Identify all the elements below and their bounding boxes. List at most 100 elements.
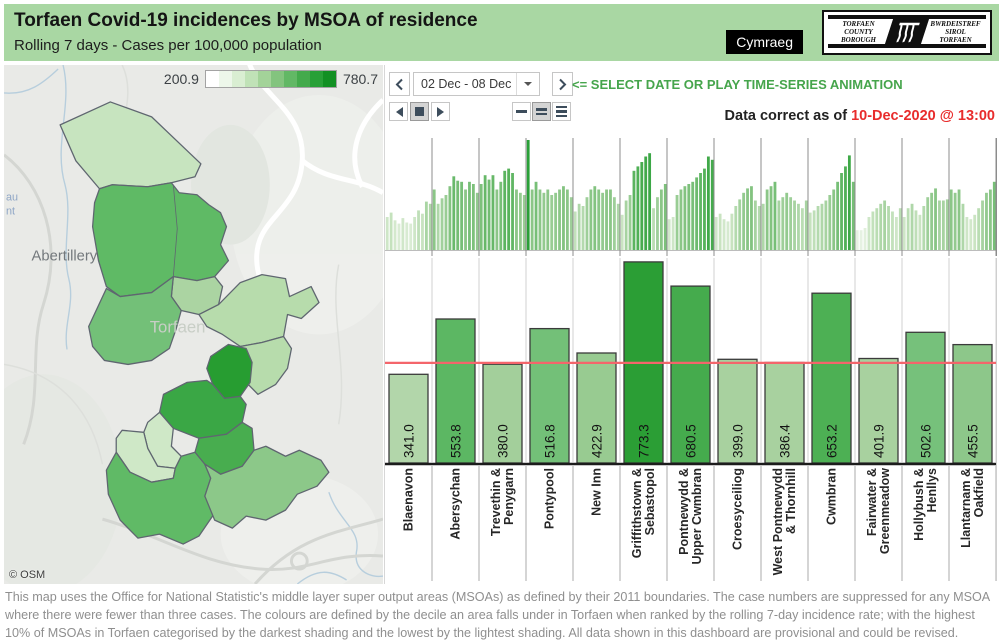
spark-bar [452,176,456,250]
spark-bar [797,203,800,250]
spark-bar [659,189,663,250]
spark-bar [468,181,471,250]
date-range-select[interactable]: 02 Dec - 08 Dec [413,72,540,96]
spark-bar [734,206,738,250]
map-region-pontypool[interactable] [88,275,182,366]
spark-bar [518,192,522,250]
legend-ramp-cell [205,71,219,87]
incidence-bar[interactable] [670,285,711,464]
legend-min-label: 200.9 [163,71,199,87]
category-label: Upper Cwmbran [690,468,704,565]
category-label: Sebastopol [643,468,657,535]
sparkline-panel[interactable] [855,200,902,251]
sparkline-panel[interactable] [761,181,808,250]
map-region-llantarnam-oakfield[interactable] [204,445,330,529]
legend-ramp-cell [309,71,323,87]
spark-bar [894,217,898,250]
sparkline-panel[interactable] [526,140,573,250]
basemap-terrain [4,94,383,584]
logo-text-welsh: BWRDEISTREF SIROL TORFAEN [930,20,981,44]
incidence-bar[interactable] [576,352,617,464]
sparkline-panel[interactable] [714,186,761,250]
incidence-bar[interactable] [482,363,523,464]
category-label: Pontnewydd & [677,468,691,555]
sparkline-panel[interactable] [667,156,714,251]
sparkline-panel[interactable] [808,155,855,250]
spark-bar [985,192,988,250]
speed-medium-button[interactable] [532,102,551,121]
spark-bar [953,192,957,250]
spark-bar [475,192,479,250]
incidence-bar[interactable] [529,327,570,464]
spark-bar [891,211,894,250]
step-backward-button[interactable] [389,102,408,121]
spark-bar [640,162,644,250]
spark-bar [487,179,491,250]
spark-bar [800,208,804,250]
legend-ramp-cell [231,71,245,87]
spark-bar [436,203,440,250]
spark-bar [699,173,702,250]
color-legend: 200.9 780.7 [164,70,378,88]
incidence-bar[interactable] [905,331,946,464]
stop-button[interactable] [410,102,429,121]
incidence-bar[interactable] [858,357,899,464]
incidence-bar[interactable] [435,318,476,464]
spark-bar [464,189,467,250]
speed-slow-button[interactable] [512,102,531,121]
spark-bar [565,189,569,250]
spark-bar [824,200,828,250]
spark-bar [753,200,757,250]
spark-bar [632,170,636,250]
speed-fast-button[interactable] [552,102,571,121]
spark-bar [934,188,937,250]
legend-max-label: 780.7 [342,71,378,87]
spark-bar [914,210,918,250]
map-region-croesyceiliog[interactable] [239,335,293,396]
map-edge-label-bottom: nt [6,206,15,218]
next-date-button[interactable] [552,72,573,96]
step-forward-button[interactable] [431,102,450,121]
basemap-rivers [4,65,383,584]
category-label: West Pontnewydd [771,468,785,575]
spark-bar [820,203,824,250]
data-correct-date: 10-Dec-2020 @ 13:00 [851,108,995,124]
spark-bar [765,189,769,250]
sparkline-panel[interactable] [949,181,996,250]
spark-bar [941,200,945,250]
spark-bar [503,170,507,250]
bar-value-label: 502.6 [919,424,934,458]
map-region-new-inn[interactable] [198,273,320,348]
spark-bar [883,200,887,250]
bar-value-label: 653.2 [825,424,840,458]
incidence-bar[interactable] [764,361,805,464]
incidence-charts[interactable]: 341.0 553.8 380.0 516.8 422.9 773.3 680.5 399.0… [385,135,1003,585]
spark-bar [714,217,718,250]
spark-bar [844,166,847,250]
spark-bar [777,200,781,250]
spark-bar [589,189,593,250]
previous-date-button[interactable] [389,72,410,96]
spark-bar [945,199,949,250]
sparkline-panel[interactable] [432,176,479,250]
incidence-bar[interactable] [811,292,852,464]
sparkline-panel[interactable] [479,168,526,250]
language-toggle-button[interactable]: Cymraeg [726,30,803,54]
sparkline-panel[interactable] [573,186,620,250]
sparkline-panel[interactable] [620,153,667,250]
spark-bar [910,203,914,250]
bar-value-label: 380.0 [496,424,511,458]
spark-bar [988,189,992,250]
spark-bar [875,208,879,250]
sparkline-panel[interactable] [385,201,432,250]
header-bar: Torfaen Covid-19 incidences by MSOA of r… [4,4,999,61]
spark-bar [581,206,585,250]
incidence-bar[interactable] [717,358,758,464]
spark-bar [577,203,581,250]
spark-bar [687,184,691,250]
map-region-abersychan[interactable] [91,182,230,298]
spark-bar [385,217,389,250]
map-canvas[interactable]: au nt Abertillery Torfaen [4,65,383,584]
spark-bar [789,197,793,250]
sparkline-panel[interactable] [902,188,949,250]
